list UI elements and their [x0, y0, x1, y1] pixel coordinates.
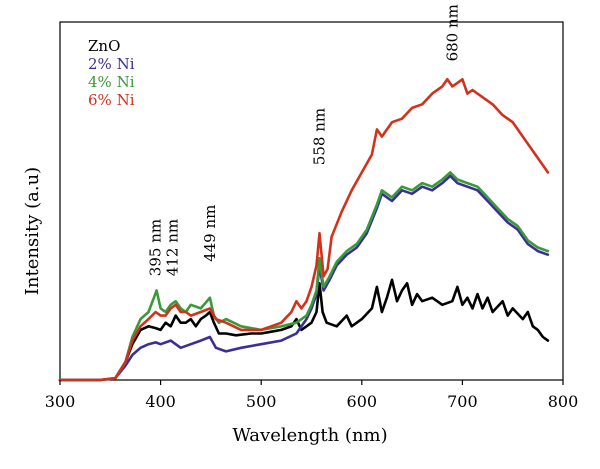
x-tick-label: 800 [548, 392, 579, 411]
x-tick-label: 300 [45, 392, 76, 411]
x-axis-label: Wavelength (nm) [232, 425, 387, 446]
peak-annotation: 395 nm [147, 219, 165, 276]
peak-annotation: 558 nm [311, 108, 329, 165]
series-line-1 [58, 174, 550, 382]
x-tick-label: 500 [246, 392, 277, 411]
legend-entry: 6% Ni [88, 91, 135, 109]
x-tick-label: 600 [347, 392, 378, 411]
peak-annotation: 412 nm [164, 219, 182, 276]
legend-entry: ZnO [88, 37, 120, 55]
y-axis-label: Intensity (a.u) [22, 167, 43, 295]
x-tick-label: 700 [447, 392, 478, 411]
legend-entry: 2% Ni [88, 55, 135, 73]
series-line-3 [58, 78, 550, 382]
peak-annotation: 449 nm [201, 205, 219, 262]
series-line-0 [58, 278, 550, 382]
series-line-2 [58, 171, 550, 382]
plot-frame [59, 21, 564, 381]
peak-annotation: 680 nm [443, 4, 461, 61]
legend-entry: 4% Ni [88, 73, 135, 91]
x-tick-label: 400 [145, 392, 176, 411]
